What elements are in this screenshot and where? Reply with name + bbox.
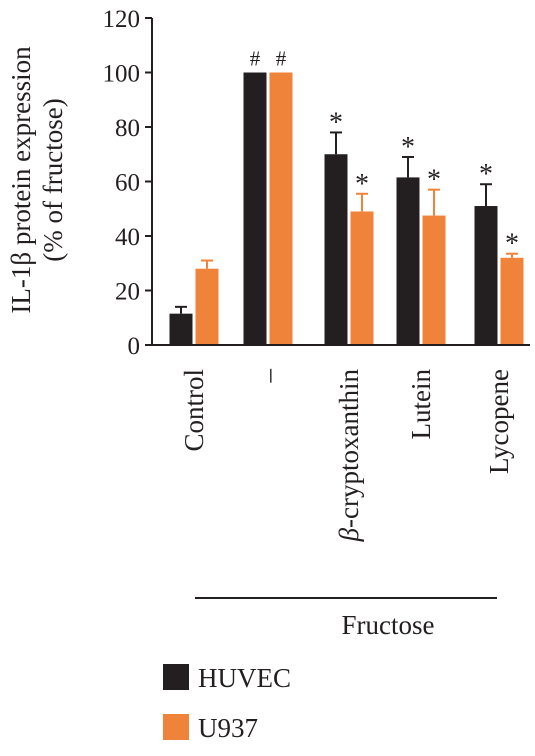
x-axis: Control – β-cryptoxanthin Lutein Lycopene <box>152 344 530 543</box>
y-tick-label: 20 <box>115 279 140 306</box>
bar-u937-4 <box>500 257 524 345</box>
y-axis-label-line1: IL-1β protein expression <box>6 46 36 314</box>
x-tick-label: Lutein <box>406 369 436 440</box>
y-axis-label-line2: (% of fructose) <box>38 98 68 261</box>
fructose-group-label: Fructose <box>342 610 435 640</box>
bar-huvec-1 <box>243 72 267 345</box>
y-axis-label: IL-1β protein expression (% of fructose) <box>6 46 68 314</box>
bar-u937-1 <box>269 72 293 345</box>
bar-huvec-4 <box>474 206 498 345</box>
significance-marker: * <box>427 165 441 196</box>
y-tick-label: 80 <box>115 115 140 142</box>
x-tick-label: Control <box>179 369 209 452</box>
significance-marker: * <box>329 107 343 138</box>
y-tick-label: 120 <box>103 6 141 33</box>
fructose-group: Fructose <box>195 597 497 640</box>
legend-label-huvec: HUVEC <box>198 663 291 693</box>
significance-marker: * <box>401 132 415 163</box>
significance-marker: * <box>355 169 369 200</box>
significance-marker: * <box>505 229 519 260</box>
x-tick-label: Lycopene <box>484 369 514 474</box>
bar-huvec-3 <box>396 177 420 345</box>
x-tick-label: – <box>253 369 283 384</box>
bars: # # * * * * * * <box>169 47 524 345</box>
bar-u937-0 <box>195 268 219 345</box>
bar-huvec-2 <box>324 154 348 345</box>
bar-huvec-0 <box>169 313 193 345</box>
legend-swatch-u937 <box>163 714 189 740</box>
legend: HUVEC U937 <box>163 663 291 743</box>
bar-u937-3 <box>422 215 446 345</box>
bar-u937-2 <box>350 211 374 345</box>
y-tick-label: 40 <box>115 224 140 251</box>
legend-label-u937: U937 <box>198 713 258 743</box>
y-tick-label: 60 <box>115 170 140 197</box>
significance-marker: * <box>479 159 493 190</box>
y-axis: 0 20 40 60 80 100 120 <box>103 6 153 360</box>
significance-marker: # <box>250 47 261 71</box>
x-tick-label: β-cryptoxanthin <box>334 369 364 543</box>
legend-swatch-huvec <box>163 664 189 690</box>
significance-marker: # <box>276 47 287 71</box>
y-tick-label: 0 <box>128 333 141 360</box>
y-tick-label: 100 <box>103 61 141 88</box>
